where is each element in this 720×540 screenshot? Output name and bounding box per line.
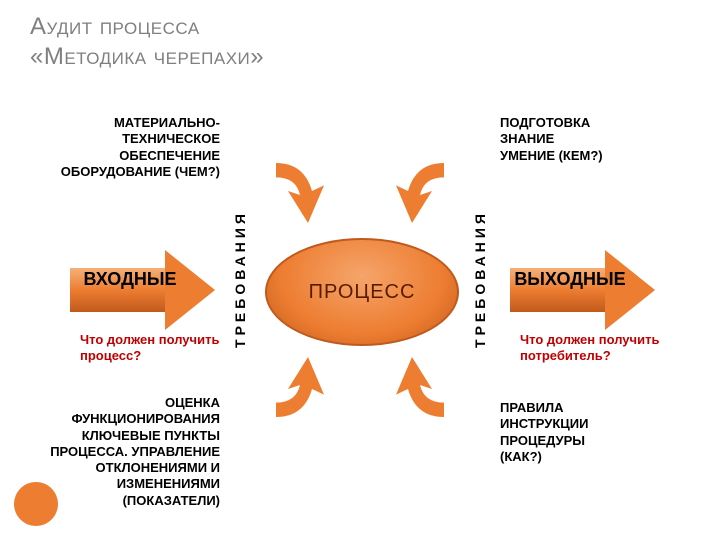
caption-top-left: МАТЕРИАЛЬНО-ТЕХНИЧЕСКОЕОБЕСПЕЧЕНИЕОБОРУД…	[20, 115, 220, 180]
caption-bottom-right: ПРАВИЛАИНСТРУКЦИИПРОЦЕДУРЫ(КАК?)	[500, 400, 700, 465]
input-subtext: Что должен получить процесс?	[80, 332, 240, 365]
title-line1: Аудит процесса	[30, 13, 200, 40]
caption-br-text: ПРАВИЛАИНСТРУКЦИИПРОЦЕДУРЫ(КАК?)	[500, 400, 588, 464]
input-arrow-label: ВХОДНЫЕ	[70, 268, 190, 312]
process-oval: ПРОЦЕСС	[265, 238, 459, 346]
curved-arrow-tl	[260, 155, 340, 235]
process-label: ПРОЦЕСС	[309, 281, 416, 304]
caption-tl-text: МАТЕРИАЛЬНО-ТЕХНИЧЕСКОЕОБЕСПЕЧЕНИЕОБОРУД…	[61, 115, 220, 179]
requirements-left: ТРЕБОВАНИЯ	[232, 210, 248, 348]
output-subtext: Что должен получить потребитель?	[520, 332, 700, 365]
title-line2: «Методика черепахи»	[30, 43, 264, 70]
requirements-right: ТРЕБОВАНИЯ	[472, 210, 488, 348]
caption-bl-text: ОЦЕНКАФУНКЦИОНИРОВАНИЯКЛЮЧЕВЫЕ ПУНКТЫПРО…	[50, 395, 220, 508]
slide: Аудит процесса «Методика черепахи» ПРОЦЕ…	[0, 0, 720, 540]
caption-tr-text: ПОДГОТОВКАЗНАНИЕУМЕНИЕ (КЕМ?)	[500, 115, 603, 163]
curved-arrow-tr	[380, 155, 460, 235]
output-arrow-label: ВЫХОДНЫЕ	[510, 268, 630, 312]
curved-arrow-br	[380, 345, 460, 425]
input-arrow: ВХОДНЫЕ	[70, 250, 220, 330]
caption-top-right: ПОДГОТОВКАЗНАНИЕУМЕНИЕ (КЕМ?)	[500, 115, 700, 164]
output-arrow: ВЫХОДНЫЕ	[510, 250, 660, 330]
slide-title: Аудит процесса «Методика черепахи»	[30, 12, 264, 72]
corner-decoration	[14, 482, 58, 526]
curved-arrow-bl	[260, 345, 340, 425]
